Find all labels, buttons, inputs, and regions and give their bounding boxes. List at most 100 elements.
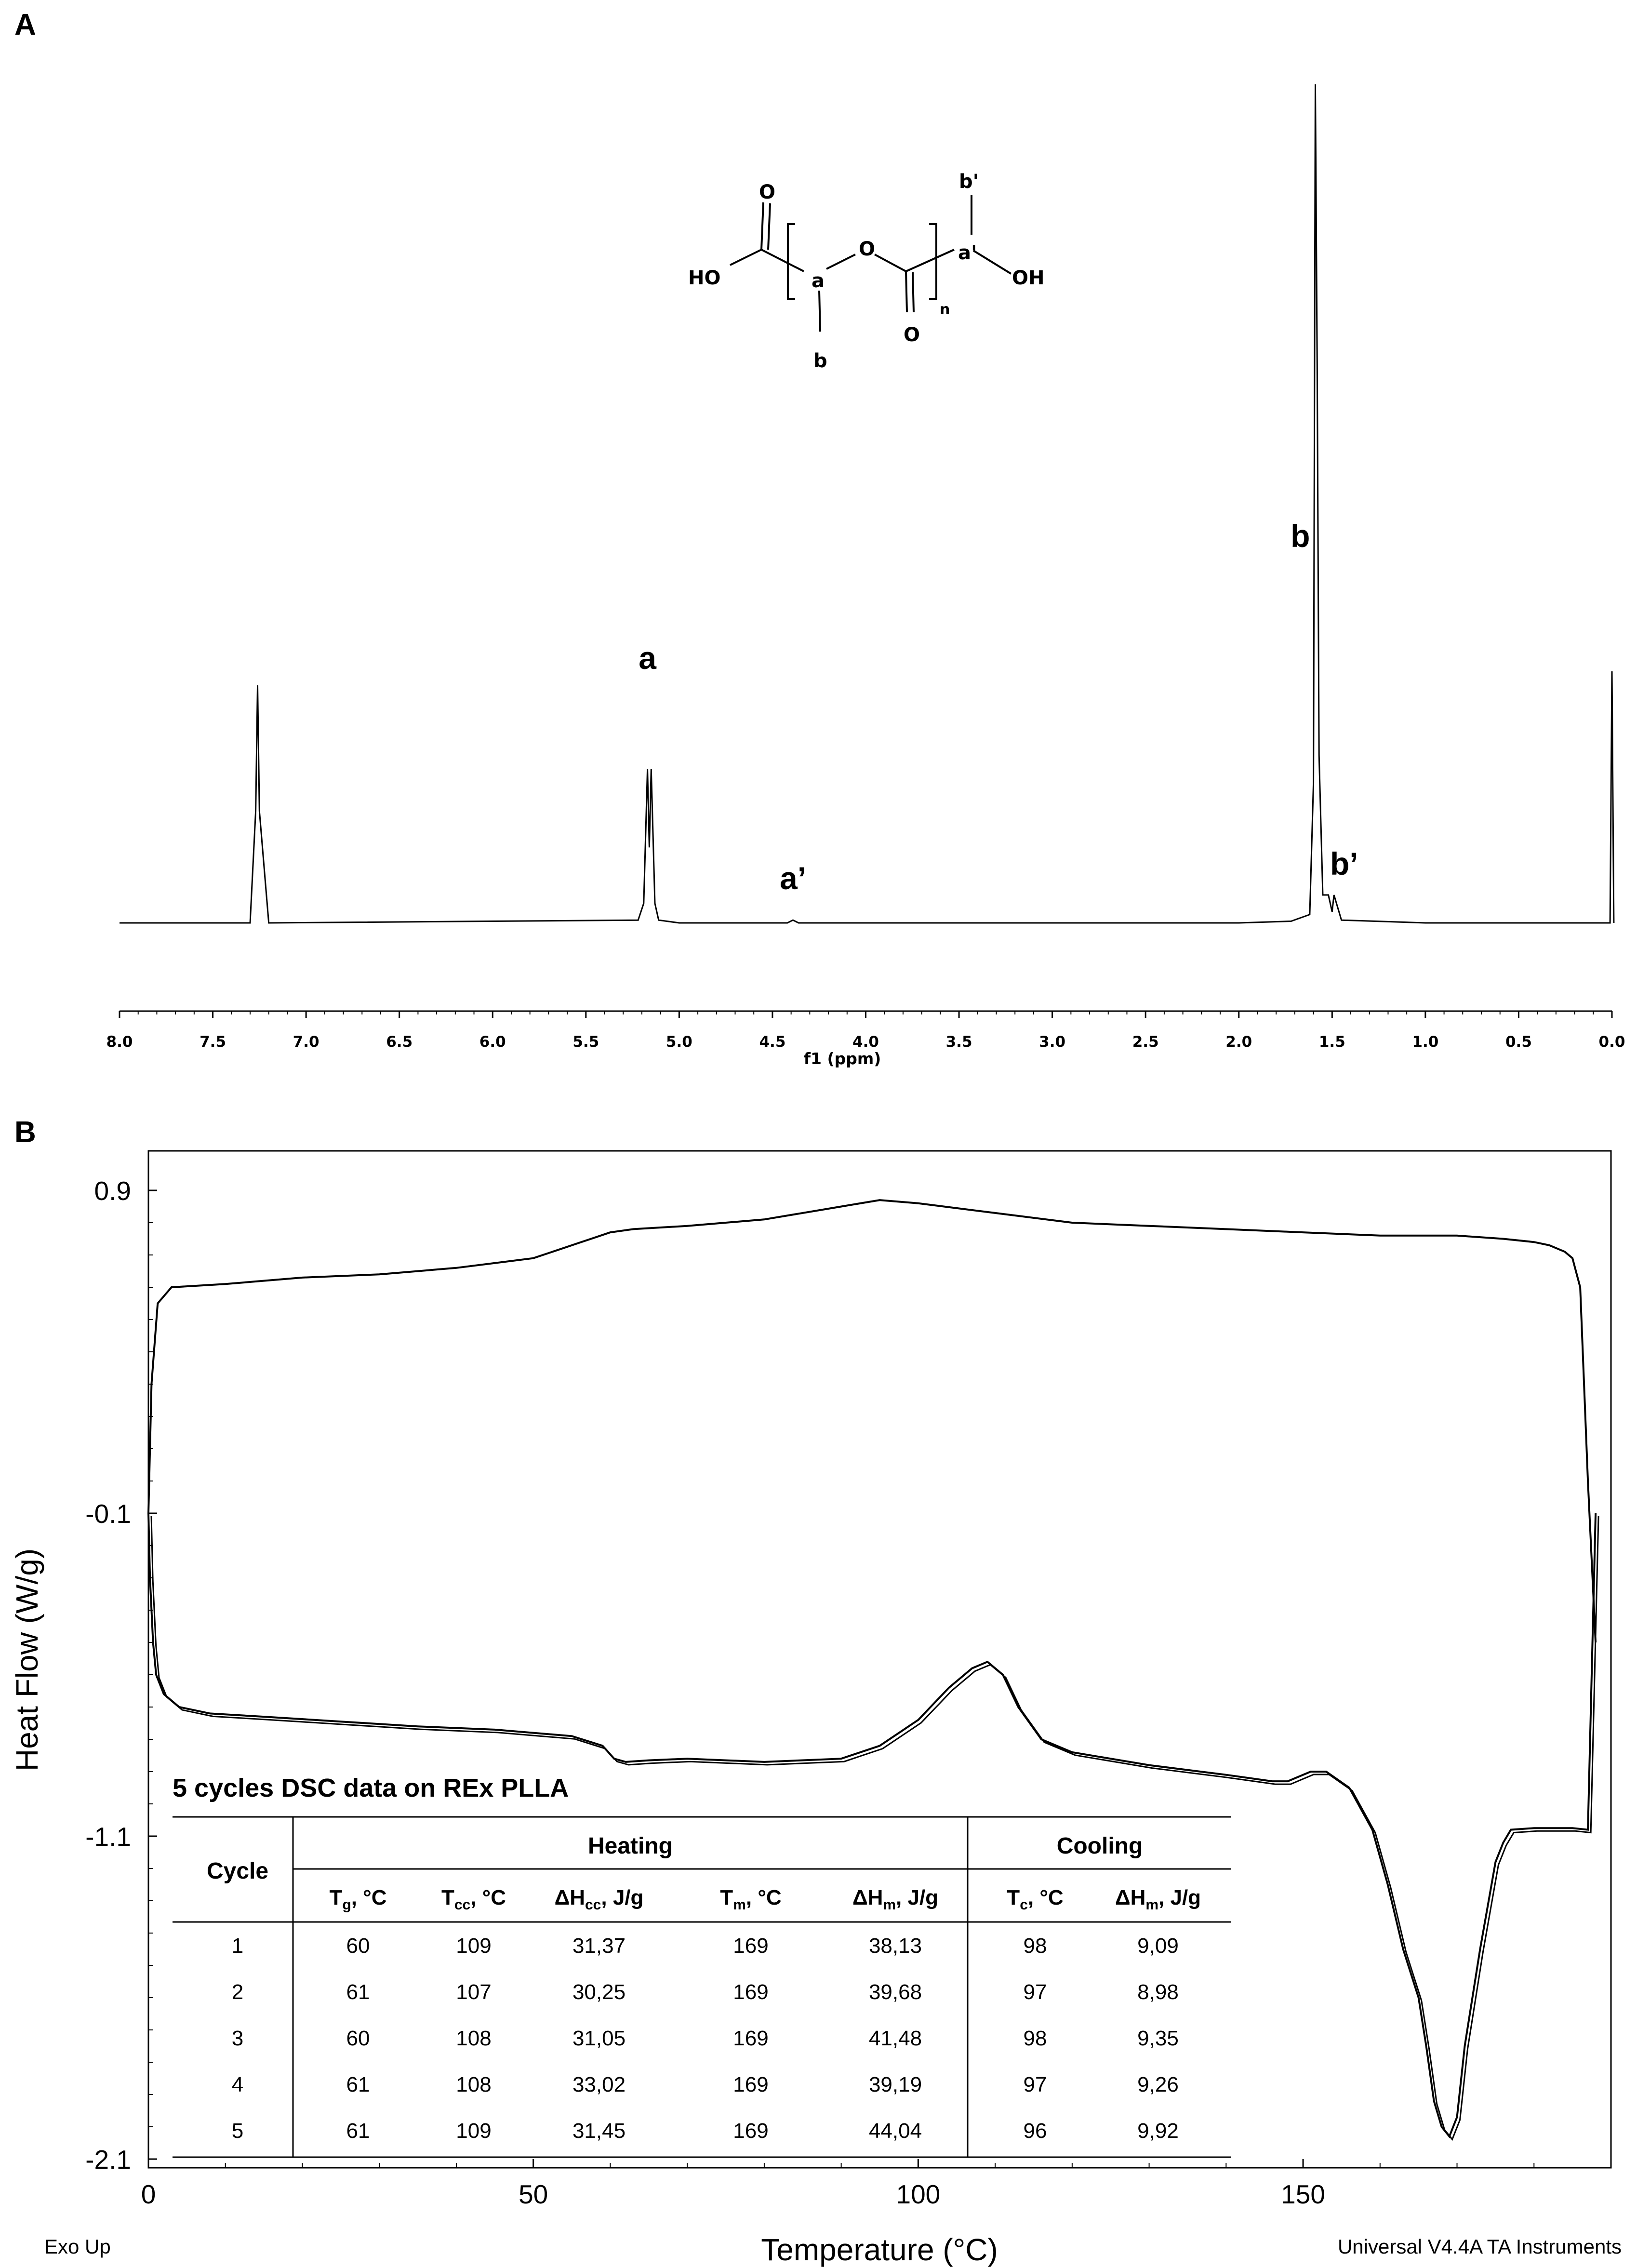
subheader-unit: , J/g [601, 1886, 643, 1909]
subheader-main: T [720, 1886, 733, 1909]
dsc-x-axis-label: Temperature (°C) [761, 2232, 998, 2267]
structure-label-oh: OH [1012, 267, 1044, 289]
subheader-subscript: c [1020, 1897, 1028, 1913]
table-subheader: Tcc, °C [441, 1886, 506, 1913]
structure-label-a-prime: a' [958, 242, 977, 264]
nmr-x-tick-label: 8.0 [106, 1033, 133, 1051]
subheader-unit: , °C [1028, 1886, 1064, 1909]
table-cell: 9,09 [1137, 1934, 1179, 1958]
table-cell: 98 [1024, 1934, 1047, 1958]
subheader-main: T [441, 1886, 454, 1909]
nmr-peak-labels: a a’ b b’ [639, 518, 1358, 896]
table-cell: 41,48 [869, 2027, 922, 2050]
dsc-series-lower-overlay [150, 1516, 1599, 2141]
table-cell: 31,45 [572, 2119, 626, 2143]
structure-label-ho: HO [688, 267, 720, 289]
subheader-main: ΔH [1115, 1886, 1145, 1909]
table-cell: 5 [232, 2119, 243, 2143]
panel-b-letter: B [14, 1116, 36, 1149]
nmr-peak-label: a [639, 640, 657, 676]
dsc-chart: 0.9 -0.1 -1.1 -2.1 0 50 100 150 Heat Flow (W/g)… [10, 1150, 1622, 2267]
table-cell: 97 [1024, 2073, 1047, 2096]
table-subheaders: Tg, °C Tcc, °C ΔHcc, J/g Tm, °C ΔHm, J/g Tc, … [329, 1886, 1201, 1913]
table-cell: 98 [1024, 2027, 1047, 2050]
table-subheader: ΔHm, J/g [852, 1886, 938, 1913]
table-subheader: Tg, °C [329, 1886, 386, 1913]
nmr-peak-label: b’ [1330, 846, 1358, 881]
table-cell: 169 [733, 2073, 768, 2096]
nmr-x-tick-label: 5.0 [666, 1033, 692, 1051]
nmr-x-tick-label: 4.0 [852, 1033, 879, 1051]
nmr-x-tick-label: 3.5 [946, 1033, 972, 1051]
dsc-y-tick-label: -1.1 [85, 1822, 131, 1852]
table-cell: 3 [232, 2027, 243, 2050]
dsc-x-tick-label: 0 [141, 2179, 156, 2209]
table-lines [173, 1816, 1231, 2158]
subheader-subscript: m [1145, 1897, 1158, 1913]
table-cell: 60 [346, 2027, 370, 2050]
dsc-series-upper [147, 1199, 1597, 1643]
software-label: Universal V4.4A TA Instruments [1338, 2235, 1622, 2258]
subheader-subscript: g [342, 1897, 351, 1913]
nmr-peak-label: b [1291, 518, 1310, 554]
table-cell: 9,92 [1137, 2119, 1179, 2143]
table-cell: 2 [232, 1980, 243, 2004]
table-cell: 97 [1024, 1980, 1047, 2004]
table-cell: 107 [456, 1980, 491, 2004]
dsc-data-table: 5 cycles DSC data on REx PLLA Cycle Heat… [173, 1774, 1231, 2158]
table-cell: 44,04 [869, 2119, 922, 2143]
table-cell: 9,35 [1137, 2027, 1179, 2050]
subheader-subscript: cc [585, 1897, 601, 1913]
panel-a-letter: A [14, 8, 36, 41]
subheader-unit: , °C [746, 1886, 782, 1909]
table-cell: 60 [346, 1934, 370, 1958]
nmr-x-tick-label: 0.5 [1505, 1033, 1532, 1051]
table-cell: 8,98 [1137, 1980, 1179, 2004]
dsc-y-tick-label: -2.1 [85, 2145, 131, 2175]
table-cycle-header: Cycle [207, 1858, 268, 1884]
subheader-subscript: m [883, 1897, 896, 1913]
table-cell: 169 [733, 1980, 768, 2004]
table-rows: 1 60 109 31,37 169 38,13 98 9,09 2 61 107 30,25 169 3… [232, 1934, 1179, 2143]
exo-up-label: Exo Up [44, 2235, 111, 2258]
table-cell: 31,37 [572, 1934, 626, 1958]
table-cell: 169 [733, 2027, 768, 2050]
table-cooling-header: Cooling [1057, 1833, 1143, 1859]
subheader-unit: , J/g [1158, 1886, 1201, 1909]
nmr-spectrum-line [120, 84, 1615, 924]
subheader-unit: , °C [351, 1886, 387, 1909]
table-cell: 31,05 [572, 2027, 626, 2050]
table-cell: 169 [733, 2119, 768, 2143]
table-cell: 108 [456, 2073, 491, 2096]
structure-bonds [730, 195, 1012, 332]
subheader-main: ΔH [555, 1886, 585, 1909]
dsc-x-tick-label: 100 [896, 2179, 940, 2209]
table-cell: 109 [456, 1934, 491, 1958]
nmr-x-ticks: 8.0 7.5 7.0 6.5 6.0 5.5 5.0 4.5 4.0 3.5 3.0 2.5 2.0 1… [106, 1011, 1625, 1051]
table-cell: 38,13 [869, 1934, 922, 1958]
table-title: 5 cycles DSC data on REx PLLA [173, 1774, 569, 1802]
nmr-x-tick-label: 6.5 [386, 1033, 413, 1051]
structure-label-b-prime: b' [959, 171, 979, 193]
nmr-x-tick-label: 7.0 [293, 1033, 319, 1051]
subheader-subscript: cc [454, 1897, 470, 1913]
nmr-x-axis-label: f1 (ppm) [804, 1049, 881, 1068]
dsc-x-tick-label: 150 [1281, 2179, 1325, 2209]
structure-label-o-bottom: O [904, 324, 920, 346]
table-cell: 61 [346, 1980, 370, 2004]
dsc-x-tick-label: 50 [519, 2179, 548, 2209]
nmr-peak-label: a’ [780, 860, 806, 896]
table-subheader: ΔHcc, J/g [555, 1886, 644, 1913]
table-subheader: ΔHm, J/g [1115, 1886, 1201, 1913]
nmr-x-tick-label: 4.5 [759, 1033, 785, 1051]
table-cell: 1 [232, 1934, 243, 1958]
nmr-x-tick-label: 1.0 [1412, 1033, 1438, 1051]
structure-label-o-top: O [759, 181, 775, 203]
table-cell: 61 [346, 2119, 370, 2143]
subheader-unit: , J/g [896, 1886, 938, 1909]
dsc-y-tick-label: -0.1 [85, 1499, 131, 1529]
nmr-x-tick-label: 6.0 [479, 1033, 506, 1051]
nmr-x-tick-label: 5.5 [572, 1033, 599, 1051]
structure-label-a: a [812, 270, 825, 292]
